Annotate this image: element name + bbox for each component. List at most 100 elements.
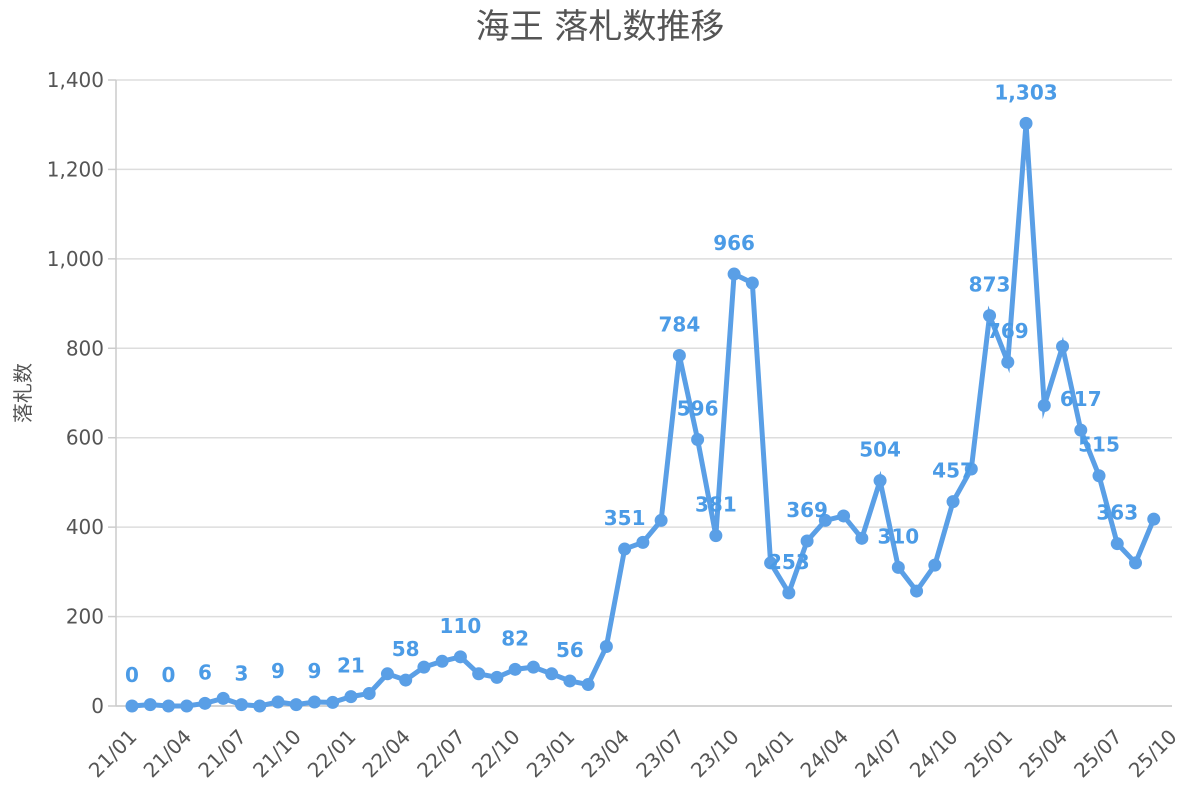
data-label: 363 [1096, 501, 1138, 525]
y-tick-label: 1,000 [47, 247, 104, 271]
data-point [837, 509, 851, 523]
data-label: 504 [859, 438, 901, 462]
data-point [545, 667, 559, 681]
x-axis-ticks: 21/0121/0421/0721/1022/0122/0422/0722/10… [84, 725, 1182, 783]
data-point [818, 513, 832, 527]
x-tick-label: 22/07 [412, 725, 470, 783]
gridlines [116, 79, 1172, 707]
data-point [1110, 537, 1124, 551]
data-point [800, 534, 814, 548]
x-tick-label: 23/04 [576, 725, 634, 783]
data-label: 6 [198, 660, 212, 684]
data-point [782, 586, 796, 600]
data-point [362, 686, 376, 700]
data-label: 784 [658, 312, 700, 336]
x-tick-label: 22/10 [467, 725, 525, 783]
data-point [453, 650, 467, 664]
data-point [1092, 469, 1106, 483]
data-point [271, 695, 285, 709]
series-line [131, 123, 1157, 709]
data-label: 351 [604, 506, 646, 530]
data-point [691, 433, 705, 447]
x-tick-label: 24/10 [905, 725, 963, 783]
data-point [1147, 512, 1161, 526]
data-point [855, 531, 869, 545]
data-point [399, 673, 413, 687]
data-label: 0 [162, 663, 176, 687]
x-tick-label: 24/07 [850, 725, 908, 783]
data-label: 21 [337, 654, 365, 678]
data-point [490, 670, 504, 684]
data-point [143, 698, 157, 712]
axes [115, 80, 1172, 707]
data-label: 0 [125, 663, 139, 687]
y-axis-ticks: 0 200 400 600 800 1,000 1,200 1,400 [47, 68, 116, 718]
data-label: 457 [932, 459, 974, 483]
data-point [1019, 116, 1033, 130]
data-point [727, 267, 741, 281]
data-point [581, 678, 595, 692]
data-label: 9 [271, 659, 285, 683]
data-label: 253 [768, 550, 810, 574]
x-tick-label: 25/10 [1124, 725, 1182, 783]
data-label: 56 [556, 638, 584, 662]
data-point [307, 695, 321, 709]
x-tick-label: 25/07 [1069, 725, 1127, 783]
data-point [344, 690, 358, 704]
data-point [180, 699, 194, 713]
data-label: 381 [695, 493, 737, 517]
data-label: 873 [969, 273, 1011, 297]
data-point [216, 691, 230, 705]
data-point [125, 699, 139, 713]
series-polyline [131, 123, 1157, 709]
data-point [380, 667, 394, 681]
data-label: 110 [440, 614, 482, 638]
data-point [1056, 339, 1070, 353]
y-tick-label: 200 [66, 605, 104, 629]
data-point [326, 695, 340, 709]
data-point [709, 529, 723, 543]
data-point [198, 696, 212, 710]
y-tick-label: 1,400 [47, 68, 104, 92]
x-tick-label: 21/04 [139, 725, 197, 783]
data-point [526, 660, 540, 674]
x-tick-label: 22/04 [357, 725, 415, 783]
data-point [1001, 355, 1015, 369]
data-point [873, 474, 887, 488]
data-label: 3 [235, 662, 249, 686]
x-tick-label: 24/04 [795, 725, 853, 783]
data-point [234, 698, 248, 712]
data-point [508, 662, 522, 676]
data-point [964, 462, 978, 476]
x-tick-label: 22/01 [303, 725, 361, 783]
data-point [636, 535, 650, 549]
data-label: 596 [677, 397, 719, 421]
x-tick-label: 23/01 [522, 725, 580, 783]
data-label: 966 [713, 231, 755, 255]
x-tick-label: 21/07 [193, 725, 251, 783]
y-tick-label: 1,200 [47, 157, 104, 181]
data-point [599, 640, 613, 654]
data-point [745, 276, 759, 290]
data-points [125, 116, 1161, 713]
data-point [946, 495, 960, 509]
y-axis-label: 落札数 [11, 363, 35, 423]
data-point [891, 560, 905, 574]
x-tick-label: 25/04 [1014, 725, 1072, 783]
data-label: 769 [987, 319, 1029, 343]
y-tick-label: 600 [66, 426, 104, 450]
x-tick-label: 23/10 [686, 725, 744, 783]
data-point [563, 674, 577, 688]
x-tick-label: 24/01 [741, 725, 799, 783]
data-label: 310 [877, 524, 919, 548]
data-point [983, 309, 997, 323]
x-tick-label: 21/10 [248, 725, 306, 783]
data-point [435, 654, 449, 668]
data-point [1037, 399, 1051, 413]
data-label: 515 [1078, 433, 1120, 457]
data-point [1074, 423, 1088, 437]
data-point [161, 699, 175, 713]
data-label: 82 [501, 626, 529, 650]
